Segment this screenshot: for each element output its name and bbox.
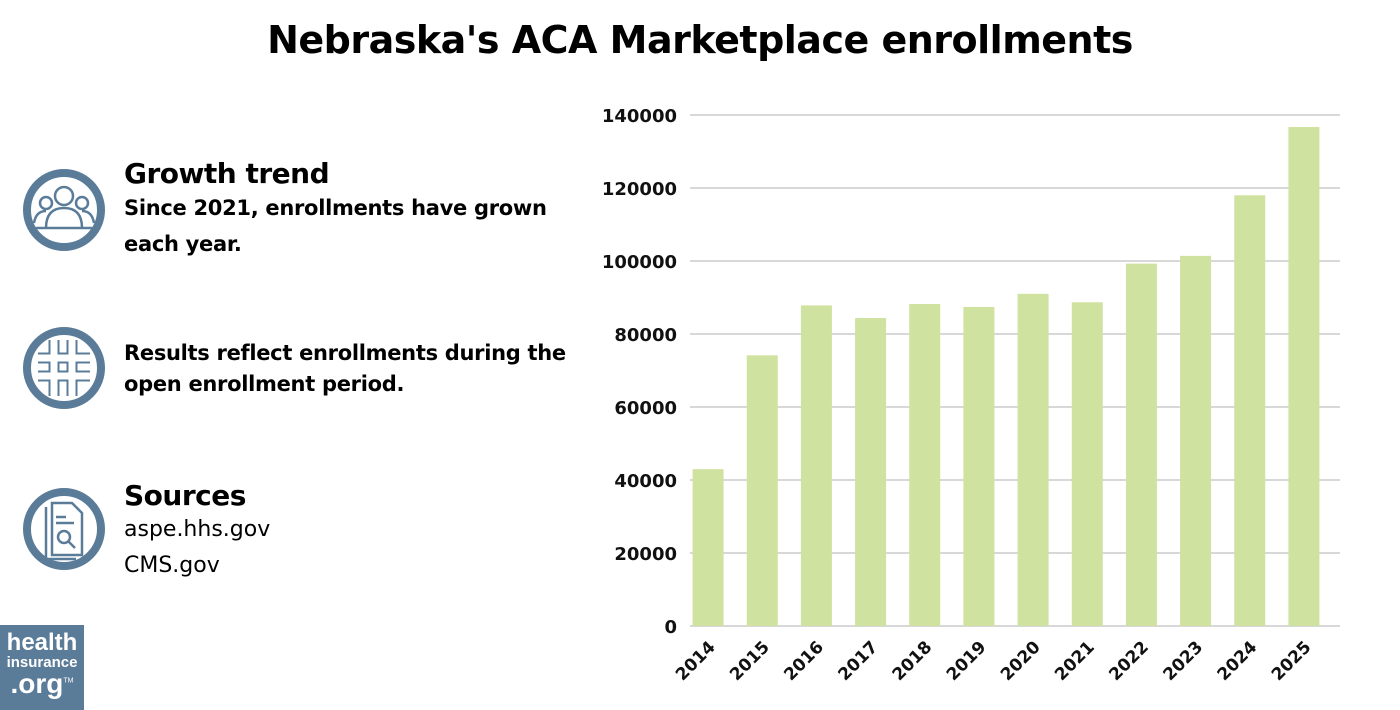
bar bbox=[1180, 255, 1212, 626]
y-tick-label: 60000 bbox=[614, 398, 677, 419]
bar bbox=[692, 469, 724, 626]
x-tick-label: 2022 bbox=[1105, 637, 1153, 685]
x-tick-label: 2020 bbox=[997, 637, 1045, 685]
logo-line: .org bbox=[10, 668, 64, 699]
x-tick-label: 2018 bbox=[889, 637, 937, 685]
source-link[interactable]: aspe.hhs.gov bbox=[124, 517, 271, 542]
y-tick-label: 0 bbox=[664, 617, 677, 638]
y-tick-label: 140000 bbox=[602, 106, 677, 127]
y-tick-label: 40000 bbox=[614, 471, 677, 492]
y-tick-label: 20000 bbox=[614, 544, 677, 565]
healthinsurance-org-logo: health insurance .orgTM bbox=[0, 625, 84, 710]
source-link[interactable]: CMS.gov bbox=[124, 553, 220, 578]
x-tick-label: 2014 bbox=[672, 637, 720, 685]
note-block: Results reflect enrollments during the o… bbox=[124, 336, 584, 398]
y-tick-label: 80000 bbox=[614, 325, 677, 346]
growth-line-1: Since 2021, enrollments have grown bbox=[124, 196, 547, 220]
page-title: Nebraska's ACA Marketplace enrollments bbox=[267, 18, 1133, 62]
growth-trend-block: Growth trend Since 2021, enrollments hav… bbox=[124, 158, 584, 262]
x-tick-label: 2023 bbox=[1160, 637, 1208, 685]
x-tick-label: 2025 bbox=[1268, 637, 1316, 685]
note-line-1: Results reflect enrollments during the bbox=[124, 341, 566, 365]
x-tick-label: 2019 bbox=[943, 637, 991, 685]
bar bbox=[909, 304, 941, 626]
bar bbox=[855, 318, 887, 626]
people-group-icon bbox=[23, 169, 105, 251]
sources-block: Sources aspe.hhs.gov CMS.gov bbox=[124, 480, 584, 584]
bar bbox=[963, 306, 995, 626]
x-tick-label: 2016 bbox=[780, 637, 828, 685]
bar bbox=[800, 305, 832, 626]
logo-tm: TM bbox=[63, 677, 74, 685]
logo-line: insurance bbox=[6, 654, 78, 671]
sources-heading: Sources bbox=[124, 479, 246, 512]
x-tick-label: 2015 bbox=[726, 637, 774, 685]
bar bbox=[746, 355, 778, 626]
growth-line-2: each year. bbox=[124, 232, 242, 256]
growth-heading: Growth trend bbox=[124, 157, 330, 190]
bar bbox=[1234, 195, 1266, 627]
y-tick-label: 100000 bbox=[602, 252, 677, 273]
document-search-icon bbox=[23, 488, 105, 570]
hashtag-icon bbox=[23, 327, 105, 409]
bar bbox=[1071, 302, 1103, 626]
note-line-2: open enrollment period. bbox=[124, 372, 405, 396]
x-tick-label: 2024 bbox=[1214, 637, 1262, 685]
y-tick-label: 120000 bbox=[602, 179, 677, 200]
logo-line: health bbox=[6, 629, 78, 656]
x-tick-label: 2021 bbox=[1051, 637, 1099, 685]
bar bbox=[1288, 127, 1320, 627]
x-tick-label: 2017 bbox=[835, 637, 883, 685]
bar bbox=[1017, 293, 1049, 626]
bar bbox=[1125, 263, 1157, 626]
